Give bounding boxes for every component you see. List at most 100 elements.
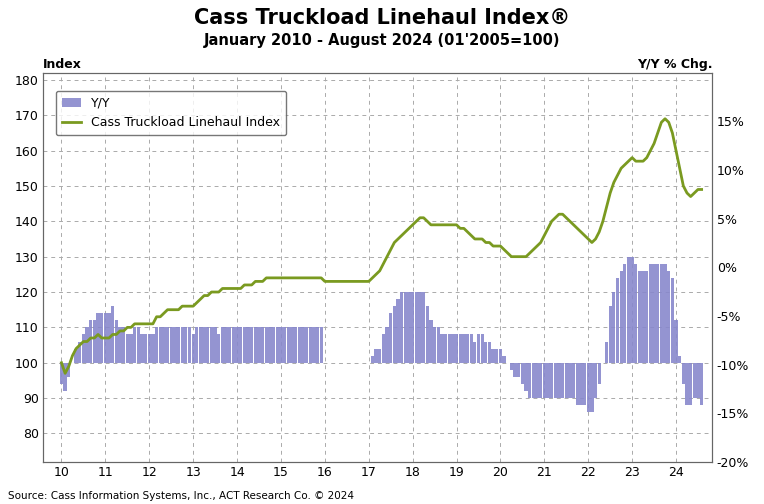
Bar [638,271,641,363]
Bar [305,328,308,363]
Bar [605,342,608,363]
Bar [210,328,213,363]
Bar [188,328,191,363]
Bar [180,328,184,363]
Bar [597,363,601,384]
Bar [660,264,663,363]
Bar [261,328,264,363]
Bar [568,363,571,398]
Bar [298,328,301,363]
Bar [524,363,528,391]
Bar [89,321,92,363]
Bar [609,306,612,363]
Text: Source: Cass Information Systems, Inc., ACT Research Co. © 2024: Source: Cass Information Systems, Inc., … [8,491,354,501]
Bar [517,363,520,377]
Bar [228,328,231,363]
Bar [96,313,100,363]
Bar [521,363,524,384]
Bar [587,363,590,412]
Bar [477,335,480,363]
Bar [452,335,455,363]
Bar [141,335,144,363]
Bar [616,278,619,363]
Bar [239,328,242,363]
Bar [642,271,645,363]
Bar [170,328,173,363]
Bar [407,292,410,363]
Bar [202,328,206,363]
Bar [634,264,637,363]
Bar [444,335,447,363]
Bar [192,335,195,363]
Bar [630,257,634,363]
Text: Cass Truckload Linehaul Index®: Cass Truckload Linehaul Index® [194,8,570,28]
Bar [276,328,279,363]
Bar [316,328,319,363]
Bar [689,363,692,405]
Bar [217,335,221,363]
Bar [429,321,432,363]
Bar [254,328,257,363]
Bar [82,335,85,363]
Bar [620,271,623,363]
Bar [462,335,465,363]
Bar [133,328,136,363]
Bar [411,292,414,363]
Bar [448,335,451,363]
Legend: Y/Y, Cass Truckload Linehaul Index: Y/Y, Cass Truckload Linehaul Index [56,91,286,136]
Bar [231,328,235,363]
Bar [225,328,228,363]
Bar [583,363,586,405]
Bar [155,328,158,363]
Bar [319,328,323,363]
Bar [283,328,286,363]
Bar [159,328,162,363]
Bar [557,363,561,398]
Bar [458,335,462,363]
Bar [681,363,685,384]
Bar [371,356,374,363]
Bar [374,349,377,363]
Bar [74,349,78,363]
Bar [173,328,176,363]
Bar [671,278,674,363]
Bar [546,363,549,398]
Bar [86,328,89,363]
Text: Y/Y % Chg.: Y/Y % Chg. [637,58,713,71]
Bar [235,328,238,363]
Bar [403,292,407,363]
Bar [455,335,458,363]
Bar [484,342,487,363]
Bar [272,328,275,363]
Bar [195,328,199,363]
Bar [667,271,670,363]
Bar [115,321,118,363]
Bar [166,328,169,363]
Bar [268,328,272,363]
Bar [675,321,678,363]
Bar [184,328,187,363]
Bar [433,328,436,363]
Bar [678,356,681,363]
Bar [213,328,217,363]
Bar [118,328,121,363]
Bar [488,342,491,363]
Bar [579,363,583,405]
Bar [301,328,305,363]
Bar [144,335,147,363]
Bar [591,363,594,412]
Bar [565,363,568,398]
Bar [415,292,418,363]
Bar [440,335,444,363]
Bar [397,299,400,363]
Bar [264,328,268,363]
Bar [111,306,115,363]
Bar [539,363,542,398]
Bar [294,328,297,363]
Bar [594,363,597,398]
Bar [649,264,652,363]
Bar [243,328,246,363]
Bar [645,271,649,363]
Bar [685,363,688,405]
Bar [419,292,422,363]
